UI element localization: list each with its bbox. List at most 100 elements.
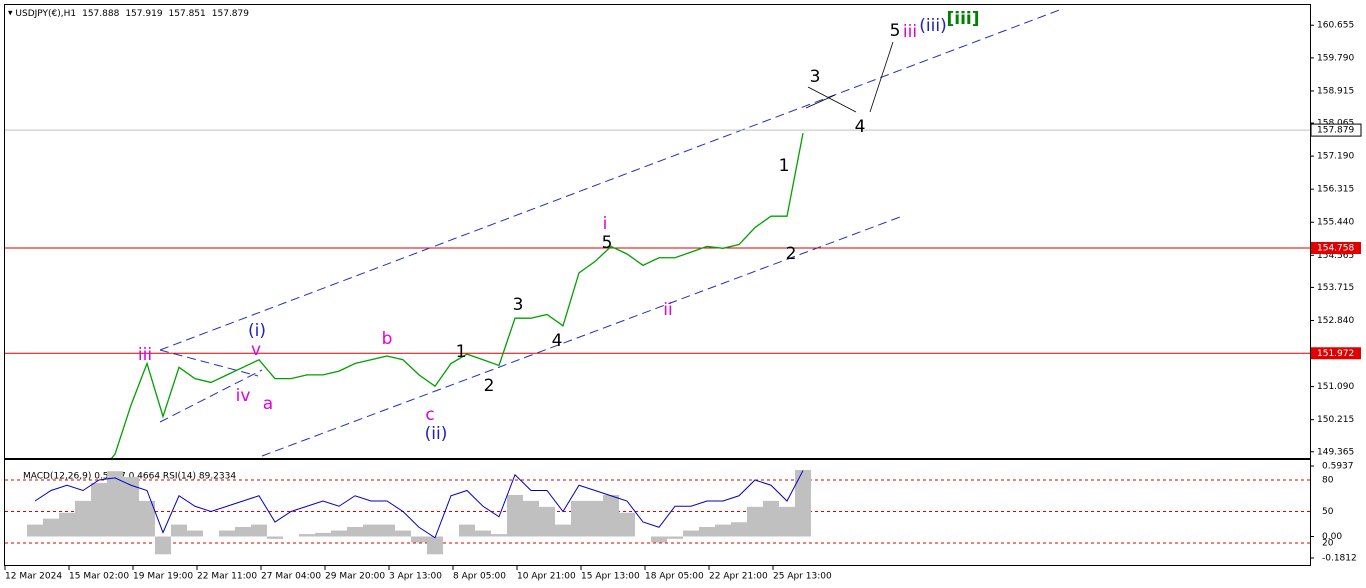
macd-bar	[795, 470, 811, 537]
y-tick-label: 151.090	[1317, 382, 1354, 392]
rsi-line	[34, 470, 804, 539]
macd-bar	[491, 534, 507, 537]
wave-label: c	[425, 405, 434, 425]
wave-label: (i)	[248, 321, 266, 341]
quote: 157.888	[82, 9, 119, 19]
macd-bar	[699, 526, 715, 537]
macd-bar	[235, 526, 251, 537]
macd-bar	[539, 506, 555, 537]
level-label-bg	[1311, 347, 1361, 360]
wave-label: 5	[890, 21, 901, 41]
x-tick-label: 10 Apr 21:00	[517, 572, 576, 582]
x-tick-label: 29 Mar 20:00	[325, 572, 385, 582]
wave-label: 4	[855, 117, 866, 137]
y2-tick-label: 50	[1322, 507, 1334, 517]
macd-bar	[91, 483, 107, 537]
wave-label: 5	[602, 233, 613, 253]
y2-tick-label: 80	[1322, 476, 1334, 486]
x-tick-label: 27 Mar 04:00	[261, 572, 321, 582]
wave-label: 3	[513, 295, 524, 315]
macd-bar	[59, 512, 75, 537]
y-tick-label: 157.190	[1317, 152, 1354, 162]
y-tick-label: 155.440	[1317, 218, 1354, 228]
macd-bar	[619, 512, 635, 537]
x-tick-label: 19 Mar 19:00	[133, 572, 193, 582]
macd-bar	[43, 518, 59, 537]
macd-bar	[27, 524, 43, 537]
y2-tick-label: 20	[1322, 539, 1334, 549]
macd-bar	[779, 506, 795, 537]
x-tick-label: 22 Apr 21:00	[709, 572, 768, 582]
indicator-plot	[5, 470, 1310, 555]
wave-label: 4	[552, 331, 563, 351]
macd-bar	[347, 526, 363, 537]
y-tick-label: 158.065	[1317, 119, 1354, 129]
current-price-bg	[1310, 123, 1362, 137]
x-tick-label: 12 Mar 2024	[5, 572, 62, 582]
wave-label: 3	[810, 67, 821, 87]
macd-bar	[363, 524, 379, 537]
macd-bar	[267, 536, 283, 539]
x-tick-label: 22 Mar 11:00	[197, 572, 257, 582]
macd-bar	[251, 524, 267, 537]
wave-label: 2	[786, 244, 797, 264]
level-label: 154.758	[1317, 244, 1354, 254]
macd-bar	[763, 500, 779, 537]
wave-label: 1	[456, 342, 467, 362]
wave-label: i	[603, 214, 608, 234]
projection-line	[807, 86, 857, 113]
y-tick-label: 0.5937	[1322, 462, 1354, 472]
macd-bar	[315, 532, 331, 537]
channel-top	[159, 8, 1063, 351]
y-tick-label: 0.00	[1322, 532, 1342, 542]
macd-bar	[731, 522, 747, 537]
macd-bar	[507, 494, 523, 537]
wave-label: [iii]	[946, 9, 979, 29]
y-tick-label: 159.790	[1317, 53, 1354, 63]
macd-bar	[683, 530, 699, 537]
wave-label: iv	[236, 386, 251, 406]
x-tick-label: 15 Apr 13:00	[581, 572, 640, 582]
macd-bar	[651, 536, 667, 543]
header: ▾ USDJPY(€),H1 157.888 157.919 157.851 157.8…	[8, 9, 249, 19]
y-tick-label: 160.655	[1317, 21, 1354, 31]
current-price-label: 157.879	[1317, 126, 1354, 136]
quote: 157.851	[169, 9, 206, 19]
x-tick-label: 8 Apr 05:00	[453, 572, 506, 582]
macd-bar	[123, 477, 139, 537]
y-tick-label: 156.315	[1317, 185, 1354, 195]
x-tick-label: 25 Apr 13:00	[773, 572, 832, 582]
channel	[159, 8, 1063, 457]
quote: 157.919	[125, 9, 162, 19]
wave-label: (iii)	[919, 16, 946, 36]
y-tick-label: 149.365	[1317, 447, 1354, 457]
projection-line	[805, 94, 836, 109]
wave-label: iii	[903, 22, 917, 42]
macd-bar	[171, 524, 187, 537]
y-tick-label: -0.1812	[1322, 554, 1357, 564]
macd-bar	[299, 534, 315, 537]
macd-bar	[571, 500, 587, 537]
indicator-title: MACD(12,26,9) 0.5587 0.4664 RSI(14) 89.2…	[23, 472, 236, 482]
macd-bar	[107, 471, 123, 537]
triangle-line	[159, 349, 259, 377]
wave-label: b	[382, 329, 393, 349]
x-tick-label: 3 Apr 13:00	[389, 572, 442, 582]
macd-bar	[475, 530, 491, 537]
x-tick-label: 15 Mar 02:00	[69, 572, 129, 582]
y-tick-label: 158.915	[1317, 86, 1354, 96]
macd-bar	[747, 506, 763, 537]
price-panel	[4, 4, 1311, 459]
macd-bar	[139, 500, 155, 537]
macd-bar	[331, 530, 347, 537]
macd-bar	[379, 524, 395, 537]
wave-label: 2	[484, 376, 495, 396]
price-line	[110, 132, 804, 458]
projection-line	[869, 41, 894, 113]
macd-bar	[395, 530, 411, 537]
indicator-panel	[4, 459, 1311, 566]
macd-bar	[523, 500, 539, 537]
macd-bar	[715, 524, 731, 537]
quote: 157.879	[212, 9, 249, 19]
